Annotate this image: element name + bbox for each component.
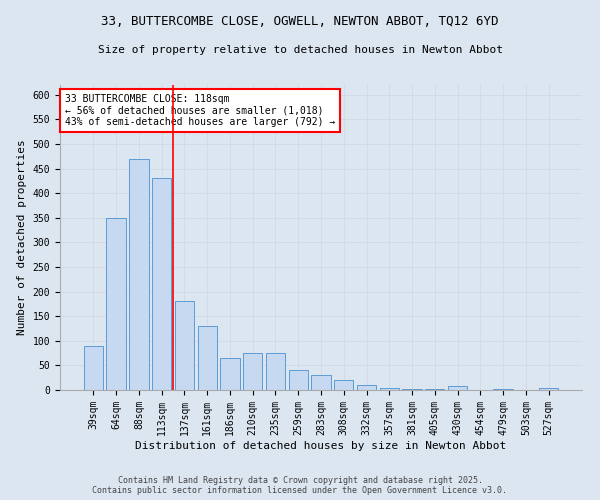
Bar <box>448 386 467 390</box>
Bar <box>425 389 445 390</box>
Bar <box>334 380 353 390</box>
Bar <box>175 302 194 390</box>
Bar <box>266 353 285 390</box>
Bar <box>152 178 172 390</box>
Text: 33, BUTTERCOMBE CLOSE, OGWELL, NEWTON ABBOT, TQ12 6YD: 33, BUTTERCOMBE CLOSE, OGWELL, NEWTON AB… <box>101 15 499 28</box>
Bar <box>289 370 308 390</box>
Bar <box>106 218 126 390</box>
Bar <box>493 388 513 390</box>
Text: 33 BUTTERCOMBE CLOSE: 118sqm
← 56% of detached houses are smaller (1,018)
43% of: 33 BUTTERCOMBE CLOSE: 118sqm ← 56% of de… <box>65 94 335 128</box>
Bar <box>380 388 399 390</box>
Bar <box>197 326 217 390</box>
Bar <box>220 358 239 390</box>
Bar <box>357 385 376 390</box>
Bar <box>539 388 558 390</box>
Bar <box>84 346 103 390</box>
Y-axis label: Number of detached properties: Number of detached properties <box>17 140 27 336</box>
Text: Contains HM Land Registry data © Crown copyright and database right 2025.
Contai: Contains HM Land Registry data © Crown c… <box>92 476 508 495</box>
Bar <box>243 353 262 390</box>
X-axis label: Distribution of detached houses by size in Newton Abbot: Distribution of detached houses by size … <box>136 440 506 450</box>
Bar <box>311 375 331 390</box>
Bar <box>129 159 149 390</box>
Bar <box>403 388 422 390</box>
Text: Size of property relative to detached houses in Newton Abbot: Size of property relative to detached ho… <box>97 45 503 55</box>
